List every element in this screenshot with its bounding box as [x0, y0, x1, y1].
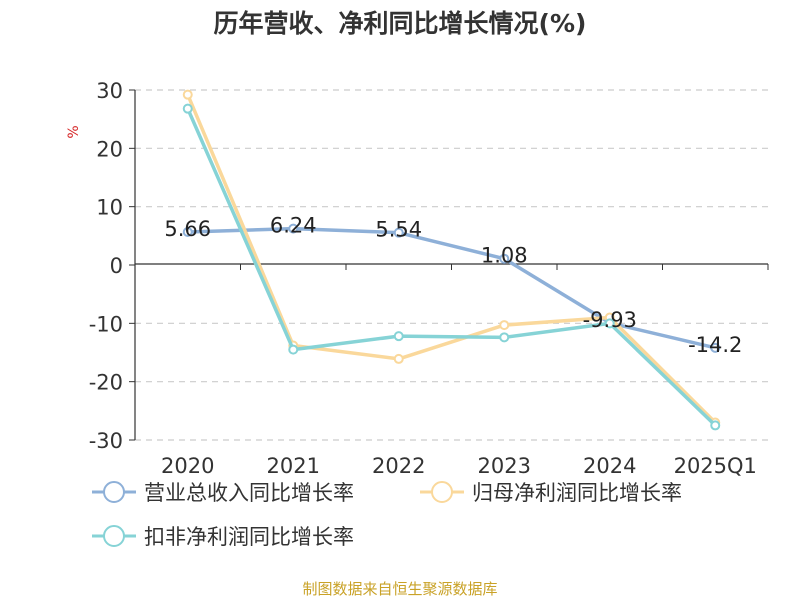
data-label: 6.24 [270, 214, 317, 238]
data-point [710, 420, 721, 431]
legend-label: 营业总收入同比增长率 [144, 481, 354, 505]
data-point [499, 332, 510, 343]
series-line [186, 107, 717, 427]
y-tick-label: 30 [96, 79, 123, 103]
series-line [187, 226, 716, 350]
data-point [393, 227, 404, 238]
data-point [288, 344, 299, 355]
y-axis-label: % [66, 125, 82, 138]
data-point [499, 253, 510, 264]
data-label: -14.2 [688, 333, 742, 357]
x-tick-label: 2023 [478, 454, 531, 478]
data-label: 5.54 [375, 218, 422, 242]
y-tick-label: -10 [89, 312, 123, 336]
y-tick-label: 10 [96, 196, 123, 220]
series-line [186, 93, 717, 424]
data-point [288, 223, 299, 234]
y-tick-label: 0 [110, 254, 123, 278]
legend-marker [431, 481, 453, 503]
data-point [393, 353, 404, 364]
data-point [182, 226, 193, 237]
data-point [499, 320, 510, 331]
legend-marker [103, 481, 125, 503]
x-tick-label: 2024 [583, 454, 636, 478]
data-point [182, 103, 193, 114]
x-tick-label: 2022 [372, 454, 425, 478]
y-tick-label: 20 [96, 137, 123, 161]
source-note: 制图数据来自恒生聚源数据库 [302, 580, 498, 598]
axis-layer: 30 20 10 0 -10 -20 -30 2020 2021 2022 2023 2024 2025… [66, 79, 769, 478]
legend-item: 归母净利润同比增长率 [420, 481, 682, 505]
x-tick-label: 2020 [161, 454, 214, 478]
data-label: -9.93 [583, 308, 637, 332]
x-tick-label: 2025Q1 [674, 454, 757, 478]
y-tick-label: -30 [89, 429, 123, 453]
series-layer [182, 89, 721, 431]
x-tick-label: 2021 [267, 454, 320, 478]
data-point [182, 89, 193, 100]
chart-title: 历年营收、净利同比增长情况(%) [213, 9, 587, 38]
y-tick-label: -20 [89, 371, 123, 395]
data-point [710, 342, 721, 353]
data-point [393, 331, 404, 342]
label-layer: 5.66 6.24 5.54 1.08 -9.93 -14.2 [164, 214, 742, 357]
legend-label: 扣非净利润同比增长率 [144, 525, 354, 549]
data-label: 1.08 [481, 244, 528, 268]
legend-marker [103, 525, 125, 547]
data-label: 5.66 [164, 217, 211, 241]
legend-item: 扣非净利润同比增长率 [92, 525, 354, 549]
data-point [604, 318, 615, 329]
legend-label: 归母净利润同比增长率 [472, 481, 682, 505]
legend-item: 营业总收入同比增长率 [92, 481, 354, 505]
